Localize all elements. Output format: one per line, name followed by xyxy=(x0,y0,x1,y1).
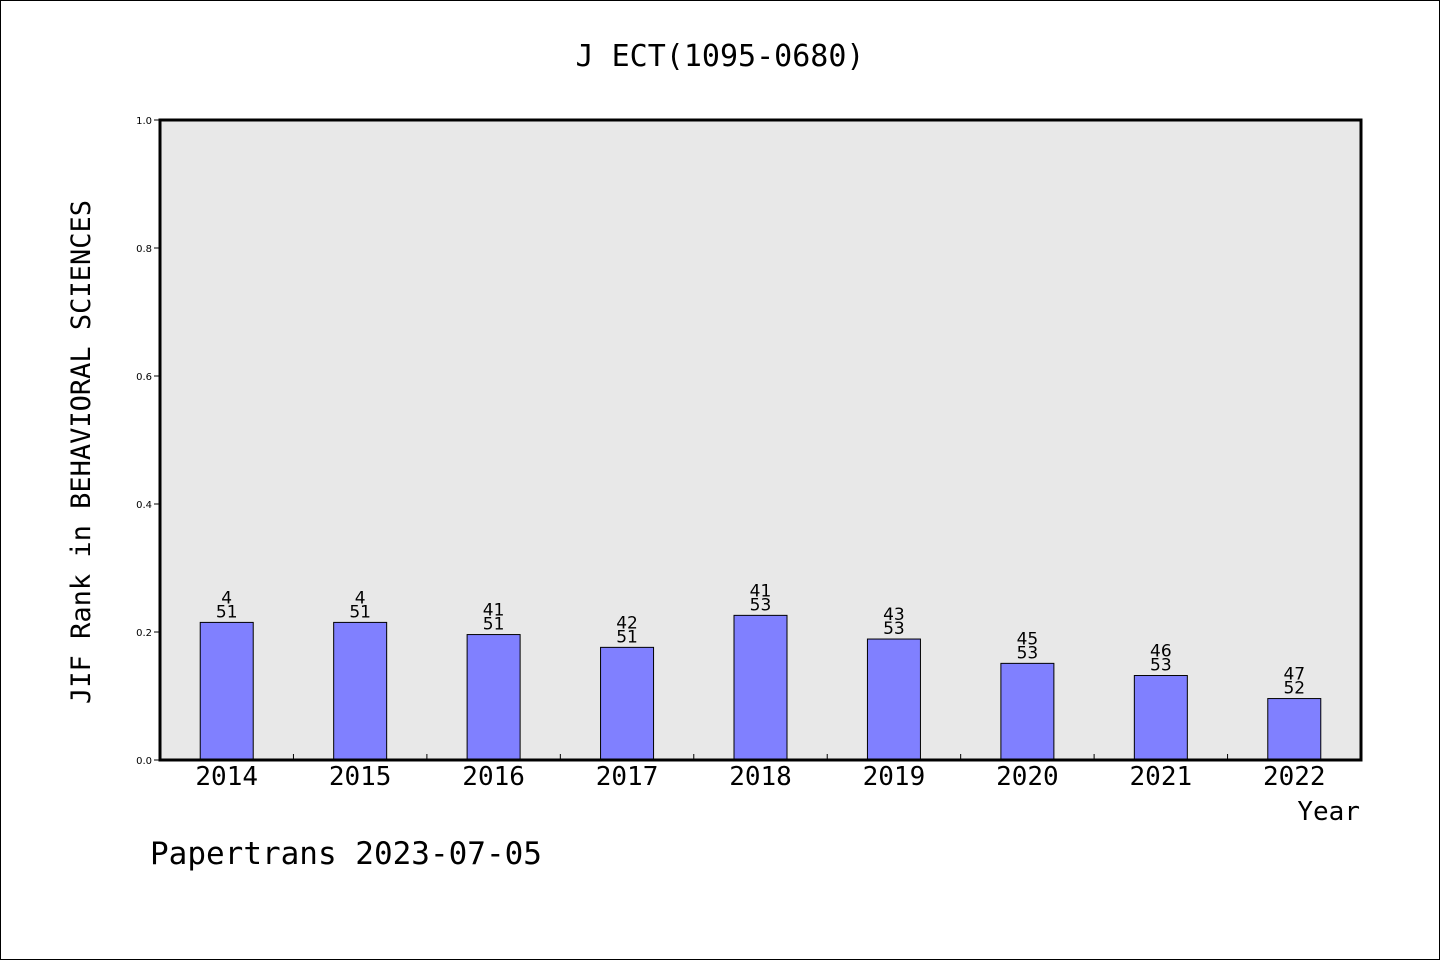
data-label-rank: 46 xyxy=(1150,642,1172,662)
chart-title: J ECT(1095-0680) xyxy=(576,39,865,74)
data-label-total: 51 xyxy=(616,627,638,647)
bar-2016 xyxy=(466,634,521,761)
x-tick-label: 2022 xyxy=(1263,762,1326,792)
data-label-total: 51 xyxy=(216,602,238,622)
y-tick-label: 0.2 xyxy=(136,628,152,639)
bar-2019 xyxy=(866,638,921,761)
y-tick-label: 0.0 xyxy=(136,756,152,767)
x-axis-label: Year xyxy=(1297,797,1360,827)
data-label-total: 51 xyxy=(483,615,505,635)
data-label-rank: 42 xyxy=(616,613,638,633)
y-tick-label: 0.8 xyxy=(136,244,152,255)
plot-border xyxy=(158,118,1363,762)
y-tick-label: 1.0 xyxy=(136,116,152,127)
data-label-total: 53 xyxy=(1017,643,1039,663)
y-tick-label: 0.4 xyxy=(136,500,152,511)
bar-2021 xyxy=(1133,675,1188,761)
data-label-rank: 41 xyxy=(483,601,505,621)
data-label-total: 53 xyxy=(1150,656,1172,676)
bar-2018 xyxy=(733,614,788,761)
data-label-rank: 41 xyxy=(750,581,772,601)
data-label-rank: 4 xyxy=(221,588,232,608)
y-axis-label: JIF Rank in BEHAVIORAL SCIENCES xyxy=(66,200,97,704)
data-label-total: 53 xyxy=(883,619,905,639)
y-tick-label: 0.6 xyxy=(136,372,152,383)
data-label-rank: 47 xyxy=(1283,665,1305,685)
data-label-rank: 43 xyxy=(883,605,905,625)
y-axis: 0.0 0.2 0.4 0.6 0.8 1.0 xyxy=(136,116,160,767)
data-label-total: 53 xyxy=(750,595,772,615)
data-label-total: 52 xyxy=(1283,679,1305,699)
data-label-total: 51 xyxy=(349,602,371,622)
x-tick-label: 2019 xyxy=(863,762,926,792)
bar-2022 xyxy=(1267,698,1322,761)
watermark-text: Papertrans 2023-07-05 xyxy=(150,836,542,872)
x-tick-label: 2017 xyxy=(596,762,659,792)
x-tick-label: 2018 xyxy=(729,762,792,792)
x-tick-label: 2014 xyxy=(195,762,258,792)
x-tick-label: 2020 xyxy=(996,762,1059,792)
bar-2020 xyxy=(1000,662,1055,761)
x-tick-label: 2021 xyxy=(1130,762,1193,792)
bar-2017 xyxy=(600,646,655,761)
data-label-rank: 45 xyxy=(1017,629,1039,649)
bar-2014 xyxy=(199,621,254,761)
x-axis: 2014 2015 2016 2017 2018 2019 2020 2021 2022 xyxy=(195,754,1326,792)
bars-group xyxy=(199,614,1322,761)
data-label-rank: 4 xyxy=(355,588,366,608)
x-tick-label: 2016 xyxy=(462,762,525,792)
bar-2015 xyxy=(333,621,388,761)
x-tick-label: 2015 xyxy=(329,762,392,792)
